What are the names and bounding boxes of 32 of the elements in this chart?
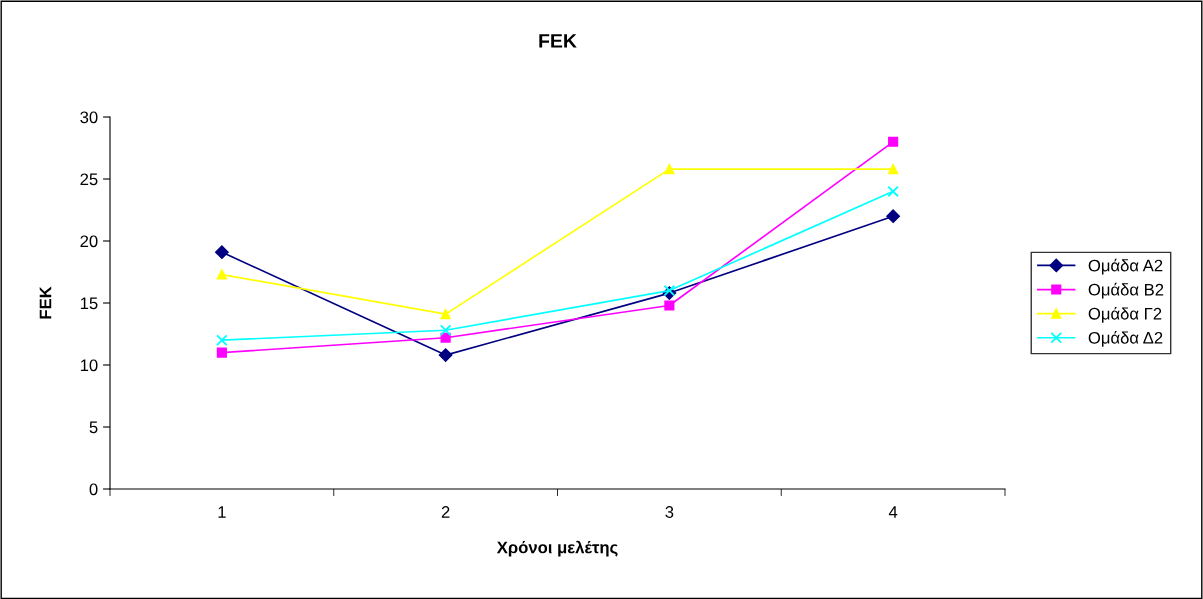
y-tick-label: 10 [80, 359, 98, 372]
y-tick-label: 0 [89, 483, 98, 496]
legend-label: Ομάδα Β2 [1088, 282, 1164, 299]
point [887, 185, 899, 198]
point [664, 300, 675, 311]
x-tick-label: 1 [218, 506, 226, 518]
point [440, 309, 451, 320]
legend-label: Ομάδα Α2 [1088, 258, 1163, 275]
point [215, 245, 229, 259]
x-tick-label: 3 [665, 506, 674, 518]
point [216, 334, 228, 346]
legend-label: Ομάδα Δ2 [1088, 330, 1163, 347]
point [216, 269, 227, 280]
point [888, 136, 899, 147]
point [664, 164, 675, 175]
chart-title: FEK [539, 34, 577, 48]
x-tick-label: 4 [888, 506, 898, 518]
point [216, 347, 227, 358]
point [886, 209, 900, 223]
y-tick-label: 30 [80, 111, 98, 124]
x-axis-title: Χρόνοι μελέτης [496, 540, 618, 557]
y-tick-label: 15 [80, 297, 98, 310]
y-tick-label: 25 [80, 173, 98, 186]
point [440, 332, 451, 343]
y-tick-label: 20 [80, 235, 98, 248]
point [438, 348, 453, 362]
y-tick-label: 5 [89, 421, 98, 434]
x-tick-label: 2 [441, 506, 450, 518]
legend-label: Ομάδα Γ2 [1088, 306, 1162, 323]
y-axis-title: FEK [39, 286, 52, 319]
point [439, 324, 452, 337]
point [888, 164, 899, 175]
